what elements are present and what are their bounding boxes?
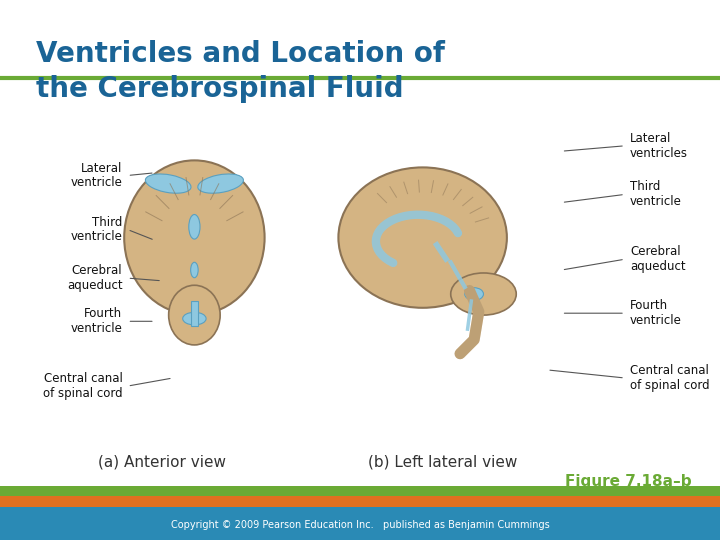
Text: Fourth
ventricle: Fourth ventricle <box>630 299 682 327</box>
Bar <box>0 507 720 540</box>
Text: Figure 7.18a–b: Figure 7.18a–b <box>564 474 691 489</box>
Text: Fourth
ventricle: Fourth ventricle <box>71 307 122 335</box>
Ellipse shape <box>338 167 507 308</box>
Text: Cerebral
aqueduct: Cerebral aqueduct <box>67 264 122 292</box>
Text: Lateral
ventricle: Lateral ventricle <box>71 161 122 190</box>
Ellipse shape <box>124 160 265 315</box>
Ellipse shape <box>183 312 206 325</box>
Ellipse shape <box>189 214 200 239</box>
Text: Ventricles and Location of
the Cerebrospinal Fluid: Ventricles and Location of the Cerebrosp… <box>36 40 445 103</box>
Ellipse shape <box>168 285 220 345</box>
Ellipse shape <box>145 174 191 193</box>
Text: Central canal
of spinal cord: Central canal of spinal cord <box>42 372 122 400</box>
Ellipse shape <box>451 273 516 315</box>
Ellipse shape <box>465 288 484 300</box>
Text: (b) Left lateral view: (b) Left lateral view <box>368 454 518 469</box>
Text: Third
ventricle: Third ventricle <box>630 180 682 208</box>
Text: Cerebral
aqueduct: Cerebral aqueduct <box>630 245 685 273</box>
Text: (a) Anterior view: (a) Anterior view <box>98 454 226 469</box>
Text: Third
ventricle: Third ventricle <box>71 215 122 244</box>
Bar <box>0 486 720 496</box>
Bar <box>191 301 198 326</box>
Text: Lateral
ventricles: Lateral ventricles <box>630 132 688 160</box>
Text: Central canal
of spinal cord: Central canal of spinal cord <box>630 364 710 392</box>
Bar <box>0 496 720 507</box>
Text: Copyright © 2009 Pearson Education Inc.   published as Benjamin Cummings: Copyright © 2009 Pearson Education Inc. … <box>171 520 549 530</box>
Ellipse shape <box>198 174 243 193</box>
Ellipse shape <box>191 262 198 278</box>
